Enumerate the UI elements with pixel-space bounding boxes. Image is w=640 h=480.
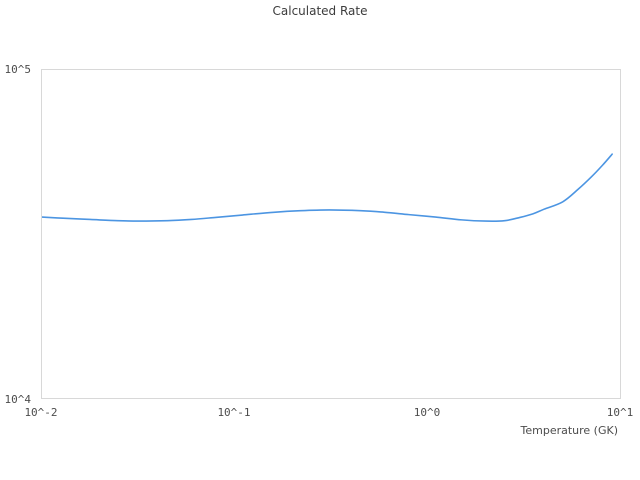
y-tick-label-1e4: 10^4 <box>4 393 32 406</box>
rate-line-chart <box>42 153 613 222</box>
y-tick-label-1e5: 10^5 <box>4 63 32 76</box>
x-tick-label-1e1: 10^1 <box>606 406 634 419</box>
x-tick-label-1e-1: 10^-1 <box>217 406 251 419</box>
x-axis-title: Temperature (GK) <box>520 424 619 437</box>
x-tick-label-1e-2: 10^-2 <box>24 406 58 419</box>
chart-title: Calculated Rate <box>272 4 368 18</box>
rate-line-series <box>42 153 613 222</box>
x-tick-label-1e0: 10^0 <box>413 406 441 419</box>
plot-area <box>41 69 621 399</box>
